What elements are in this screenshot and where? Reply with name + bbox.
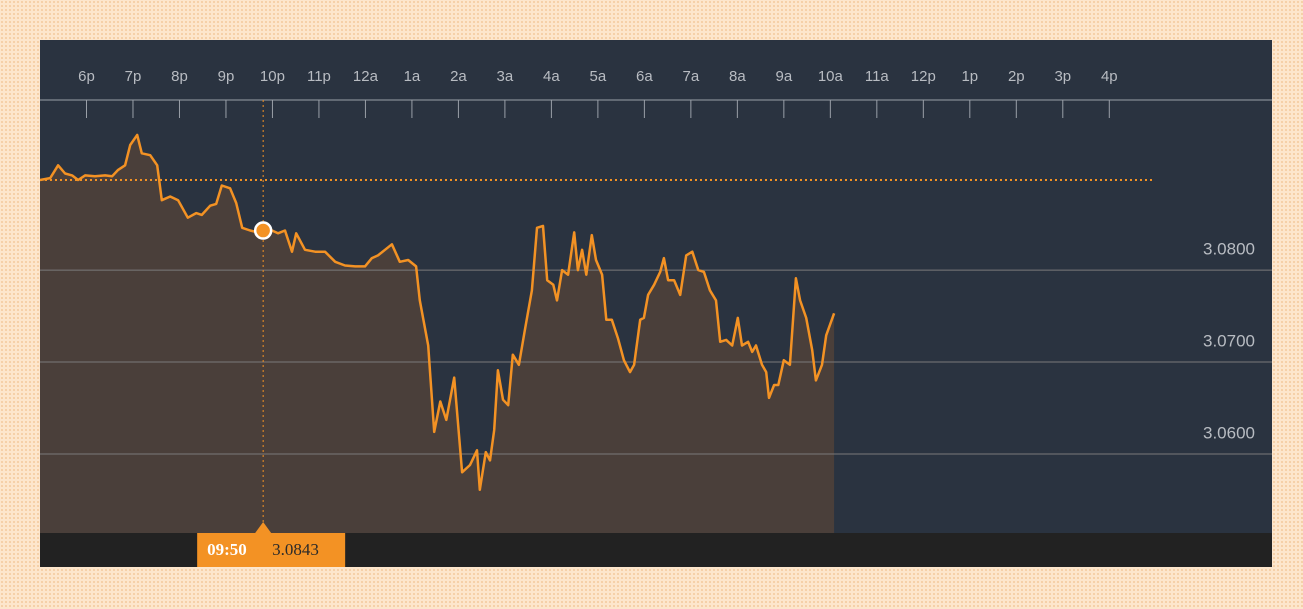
x-tick-label: 3a: [497, 68, 514, 85]
y-tick-label: 3.0600: [1203, 423, 1255, 442]
area: [40, 134, 835, 533]
x-tick-label: 2p: [1008, 68, 1025, 85]
x-tick-label: 2a: [450, 68, 467, 85]
x-tick-label: 6p: [78, 68, 95, 85]
x-tick-label: 10p: [260, 68, 285, 85]
x-tick-label: 8p: [171, 68, 188, 85]
tooltip-value: 3.0843: [272, 540, 319, 559]
x-tick-label: 7p: [125, 68, 142, 85]
tooltip: [197, 533, 346, 567]
x-tick-label: 1a: [404, 68, 421, 85]
x-tick-label: 12a: [353, 68, 379, 85]
x-tick-label: 4p: [1101, 68, 1118, 85]
x-tick-label: 5a: [590, 68, 607, 85]
x-tick-label: 11a: [865, 68, 890, 85]
x-tick-label: 6a: [636, 68, 653, 85]
tooltip-pointer: [255, 522, 272, 533]
y-tick-label: 3.0800: [1203, 240, 1255, 259]
line: [39, 133, 836, 492]
x-tick-label: 12p: [911, 68, 936, 85]
x-tick-label: 9p: [218, 68, 235, 85]
x-tick-label: 7a: [683, 68, 700, 85]
tooltip-time: 09:50: [207, 540, 247, 559]
x-tick-label: 4a: [543, 68, 560, 85]
x-tick-label: 11p: [307, 68, 331, 85]
x-tick-label: 3p: [1054, 68, 1071, 85]
x-tick-label: 9a: [776, 68, 793, 85]
x-tick-label: 1p: [961, 68, 978, 85]
x-tick-label: 8a: [729, 68, 746, 85]
x-tick-label: 10a: [818, 68, 844, 85]
highlight-point: [253, 221, 273, 240]
y-tick-label: 3.0700: [1203, 331, 1255, 350]
